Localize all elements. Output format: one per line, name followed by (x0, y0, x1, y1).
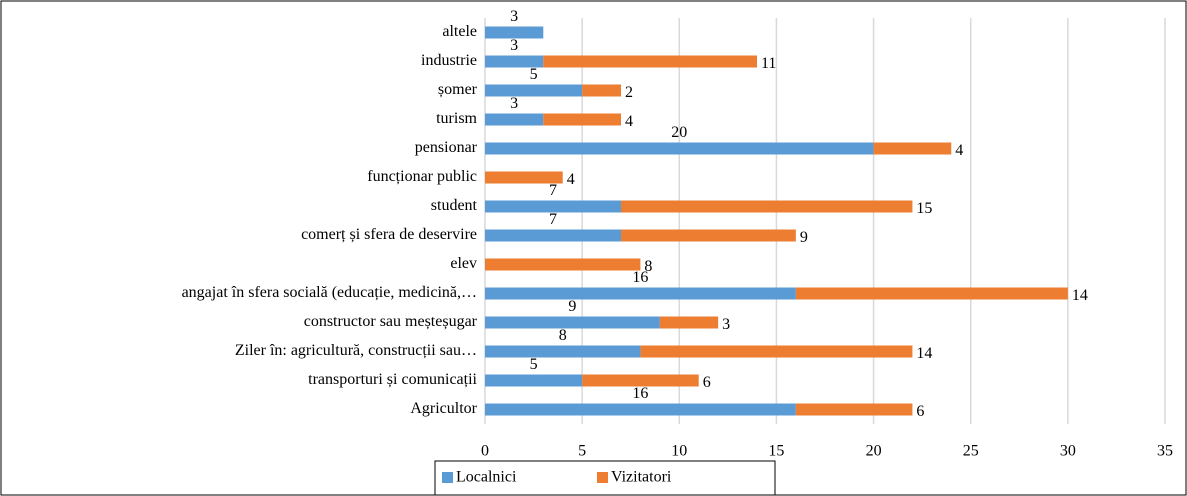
bar (485, 258, 641, 271)
bar (873, 142, 952, 155)
y-tick-label: șomer (438, 81, 478, 98)
data-label: 16 (632, 385, 648, 402)
data-label: 8 (559, 327, 567, 344)
bar (485, 113, 544, 126)
data-label: 3 (510, 37, 518, 54)
bar (485, 142, 874, 155)
data-label: 9 (800, 229, 808, 246)
bar (485, 287, 796, 300)
bar (485, 200, 621, 213)
x-tick-label: 30 (1060, 443, 1076, 460)
bar (485, 316, 660, 329)
y-tick-label: angajat în sfera socială (educație, medi… (182, 284, 477, 301)
data-label: 3 (510, 8, 518, 25)
bar (621, 229, 796, 242)
legend-label: Vizitatori (611, 469, 672, 486)
bar (485, 374, 583, 387)
y-tick-label: Agricultor (410, 400, 477, 417)
y-tick-label: altele (442, 23, 477, 40)
data-label: 7 (549, 211, 557, 228)
data-label: 7 (549, 182, 557, 199)
bar (485, 26, 544, 39)
y-tick-label: constructor sau meșteșugar (304, 313, 478, 330)
x-tick-label: 25 (963, 443, 979, 460)
data-label: 3 (510, 95, 518, 112)
x-tick-label: 15 (768, 443, 784, 460)
bar (543, 55, 757, 68)
bar (485, 229, 621, 242)
bar (795, 403, 913, 416)
data-label: 6 (916, 403, 924, 420)
bar (485, 345, 641, 358)
y-tick-label: turism (436, 110, 477, 127)
data-label: 9 (568, 298, 576, 315)
bar (640, 345, 913, 358)
bar (485, 403, 796, 416)
data-label: 2 (625, 84, 633, 101)
y-tick-label: industrie (421, 52, 477, 69)
data-label: 11 (761, 55, 776, 72)
data-label: 4 (955, 142, 963, 159)
bar (485, 55, 544, 68)
y-tick-label: funcționar public (367, 168, 477, 185)
y-tick-label: student (431, 197, 478, 214)
x-tick-label: 5 (578, 443, 586, 460)
x-tick-label: 20 (866, 443, 882, 460)
data-label: 20 (671, 124, 687, 141)
data-label: 8 (644, 258, 652, 275)
legend-swatch (442, 472, 453, 483)
y-tick-label: Ziler în: agricultură, construcții sau… (235, 342, 477, 359)
bar (659, 316, 719, 329)
x-tick-label: 0 (481, 443, 489, 460)
bar (543, 113, 621, 126)
bar (582, 84, 621, 97)
data-label: 4 (567, 171, 575, 188)
bar (621, 200, 913, 213)
data-label: 5 (530, 66, 538, 83)
data-label: 6 (703, 374, 711, 391)
bar (582, 374, 699, 387)
legend-label: Localnici (456, 469, 517, 486)
data-label: 14 (1072, 287, 1088, 304)
y-tick-label: elev (450, 255, 477, 272)
data-label: 3 (722, 316, 730, 333)
bar (795, 287, 1068, 300)
x-tick-label: 10 (671, 443, 687, 460)
bar (485, 171, 563, 184)
data-label: 14 (916, 345, 932, 362)
data-label: 4 (625, 113, 633, 130)
data-label: 16 (632, 269, 648, 286)
y-tick-label: comerț și sfera de deservire (301, 226, 477, 243)
x-tick-label: 35 (1157, 443, 1173, 460)
data-label: 15 (916, 200, 932, 217)
data-label: 5 (530, 356, 538, 373)
legend-swatch (597, 472, 608, 483)
y-tick-label: pensionar (415, 139, 478, 156)
bar (485, 84, 583, 97)
y-tick-label: transporturi și comunicații (308, 371, 477, 388)
